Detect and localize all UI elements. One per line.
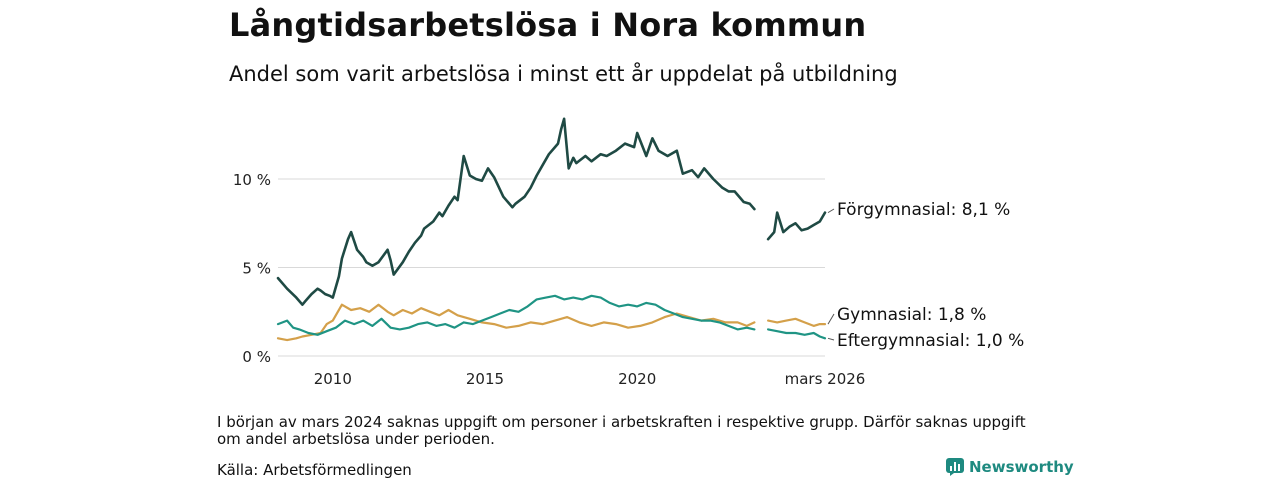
newsworthy-logo: Newsworthy — [946, 458, 1074, 476]
chart-title: Långtidsarbetslösa i Nora kommun — [229, 6, 867, 44]
series-line-eftergymnasial-seg1 — [766, 328, 827, 340]
chart-subtitle: Andel som varit arbetslösa i minst ett å… — [229, 62, 898, 86]
y-tick-label: 10 % — [233, 171, 271, 189]
newsworthy-chart-icon — [946, 458, 964, 476]
series-end-labels: Förgymnasial: 8,1 % Gymnasial: 1,8 % Efter… — [827, 200, 1024, 351]
end-label-förgymnasial: Förgymnasial: 8,1 % — [837, 200, 1010, 220]
y-tick-label: 0 % — [242, 348, 271, 366]
series-line-förgymnasial-seg1 — [766, 211, 827, 241]
brand-name: Newsworthy — [969, 458, 1074, 476]
end-label-leader — [827, 208, 835, 214]
x-tick-label: 2020 — [618, 370, 656, 388]
gridlines — [278, 178, 825, 357]
x-axis-labels: 2010 2015 2020 mars 2026 — [314, 370, 866, 388]
series-line-förgymnasial-seg0 — [276, 117, 756, 307]
series-line-eftergymnasial-seg0 — [276, 294, 756, 336]
end-label-gymnasial: Gymnasial: 1,8 % — [837, 305, 986, 325]
end-label-leader — [827, 313, 835, 325]
x-tick-label: mars 2026 — [785, 370, 866, 388]
series-line-gymnasial-seg0 — [276, 303, 756, 342]
end-label-eftergymnasial: Eftergymnasial: 1,0 % — [837, 331, 1024, 351]
footnote: I början av mars 2024 saknas uppgift om … — [217, 413, 1026, 448]
end-label-leader — [827, 337, 835, 341]
y-tick-label: 5 % — [242, 260, 271, 278]
series-lines — [276, 117, 827, 342]
series-line-gymnasial-seg1 — [766, 317, 827, 327]
source-credit: Källa: Arbetsförmedlingen — [217, 461, 412, 479]
x-tick-label: 2015 — [466, 370, 504, 388]
line-chart: 0 % 5 % 10 % 2010 2015 2020 mars 2026 Förgymn… — [233, 117, 1024, 388]
y-axis-labels: 0 % 5 % 10 % — [233, 171, 271, 366]
x-tick-label: 2010 — [314, 370, 352, 388]
